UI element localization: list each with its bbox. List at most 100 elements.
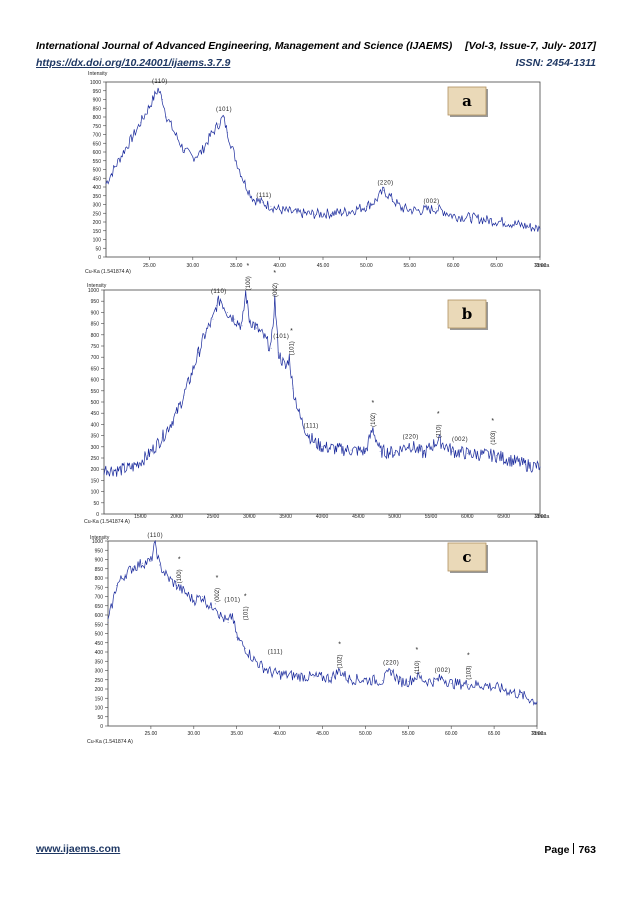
data-point <box>176 585 178 586</box>
data-point <box>314 441 316 443</box>
xrd-panel-c: 0 50 100 150 200 250 300 350 400 450 500 550 600 650 7… <box>87 533 547 745</box>
data-point <box>216 305 218 307</box>
peak-label: (100) <box>177 569 183 583</box>
data-point <box>418 210 419 212</box>
data-point <box>132 466 134 468</box>
y-tick-label: 100 <box>93 238 102 244</box>
data-point <box>232 614 233 616</box>
peak-label: (110) <box>211 289 227 295</box>
data-point <box>270 347 272 349</box>
x-tick-label: 55.00 <box>402 731 415 737</box>
peak-label: (110) <box>436 425 442 439</box>
xrd-trace <box>103 290 541 477</box>
data-point <box>270 205 272 207</box>
x-tick-label: 30.00 <box>187 263 200 269</box>
x-tick-label: 55.00 <box>404 263 417 269</box>
xrd-trace <box>107 539 538 706</box>
data-point <box>175 134 176 135</box>
y-tick-label: 550 <box>93 159 102 165</box>
asterisk-marker: * <box>416 647 419 654</box>
data-point <box>256 327 257 329</box>
xrd-panel-b: 0 50 100 150 200 250 300 350 400 450 500 550 600 650 7… <box>84 263 550 525</box>
data-point <box>466 453 468 454</box>
x-tick-label: 50.00 <box>360 263 373 269</box>
data-point <box>253 659 255 660</box>
data-point <box>114 167 116 169</box>
data-point <box>433 681 435 682</box>
data-point <box>270 671 272 673</box>
data-point <box>193 599 195 601</box>
data-point <box>222 116 224 118</box>
data-point <box>166 116 168 118</box>
peak-label: (220) <box>377 181 393 187</box>
data-point <box>192 156 194 158</box>
data-point <box>348 211 350 212</box>
data-point <box>485 684 486 686</box>
asterisk-marker: * <box>371 400 374 407</box>
peak-label: (111) <box>268 649 283 655</box>
panel-letter: a <box>462 92 472 110</box>
data-point <box>183 394 185 396</box>
data-point <box>292 388 294 389</box>
data-point <box>141 562 143 564</box>
y-tick-label: 0 <box>96 512 99 518</box>
x-tick-label: 65.00 <box>488 731 501 737</box>
page-number: 763 <box>578 844 596 856</box>
page-separator <box>573 843 575 854</box>
panel-box <box>447 86 487 116</box>
x-tick-label: 50.00 <box>359 731 372 737</box>
data-point <box>241 325 243 327</box>
peak-label: (110) <box>415 660 421 674</box>
y-tick-label: 750 <box>95 585 104 591</box>
y-tick-label: 50 <box>93 501 99 507</box>
y-tick-label: 250 <box>95 678 104 684</box>
data-point <box>536 701 538 703</box>
x-tick-label: 15.00 <box>134 514 147 520</box>
x-tick-label: 30.00 <box>188 731 201 737</box>
doi-link[interactable]: https://dx.doi.org/10.24001/ijaems.3.7.9 <box>36 57 231 69</box>
y-tick-label: 550 <box>91 389 100 395</box>
asterisk-marker: * <box>273 270 276 277</box>
data-point <box>382 680 383 682</box>
website-link[interactable]: www.ijaems.com <box>36 843 121 855</box>
y-tick-label: 150 <box>93 229 102 235</box>
y-tick-label: 900 <box>91 310 100 316</box>
data-point <box>162 99 163 100</box>
data-point <box>235 160 237 162</box>
data-point <box>103 468 105 470</box>
y-tick-label: 900 <box>95 558 104 564</box>
y-tick-label: 950 <box>95 548 104 554</box>
peak-label: (220) <box>383 661 399 667</box>
y-tick-label: 800 <box>95 576 104 582</box>
x-tick-label: 70.00 <box>531 731 544 737</box>
y-tick-label: 1000 <box>90 80 101 86</box>
asterisk-marker: * <box>244 593 247 600</box>
data-point <box>244 647 246 649</box>
data-point <box>525 464 526 466</box>
data-point <box>201 596 203 597</box>
data-point <box>313 676 315 678</box>
peak-label: (101) <box>273 334 289 340</box>
data-point <box>519 694 521 695</box>
data-point <box>481 454 483 456</box>
page-label: Page <box>544 844 570 856</box>
data-point <box>253 198 254 200</box>
peak-label: (101) <box>289 341 295 355</box>
x-tick-label: 35.00 <box>230 731 243 737</box>
data-point <box>394 452 396 453</box>
peak-label: (102) <box>338 654 344 668</box>
data-point <box>374 200 376 202</box>
data-point <box>107 622 109 623</box>
journal-title: International Journal of Advanced Engine… <box>36 40 453 52</box>
data-point <box>409 209 411 211</box>
y-tick-label: 0 <box>98 255 101 261</box>
data-point <box>105 183 107 184</box>
data-point <box>262 666 263 668</box>
data-point <box>153 97 155 99</box>
data-point <box>285 368 287 369</box>
data-point <box>487 219 489 221</box>
data-point <box>372 428 374 430</box>
peak-label: (102) <box>371 413 377 427</box>
data-point <box>244 183 246 184</box>
data-point <box>390 670 392 671</box>
